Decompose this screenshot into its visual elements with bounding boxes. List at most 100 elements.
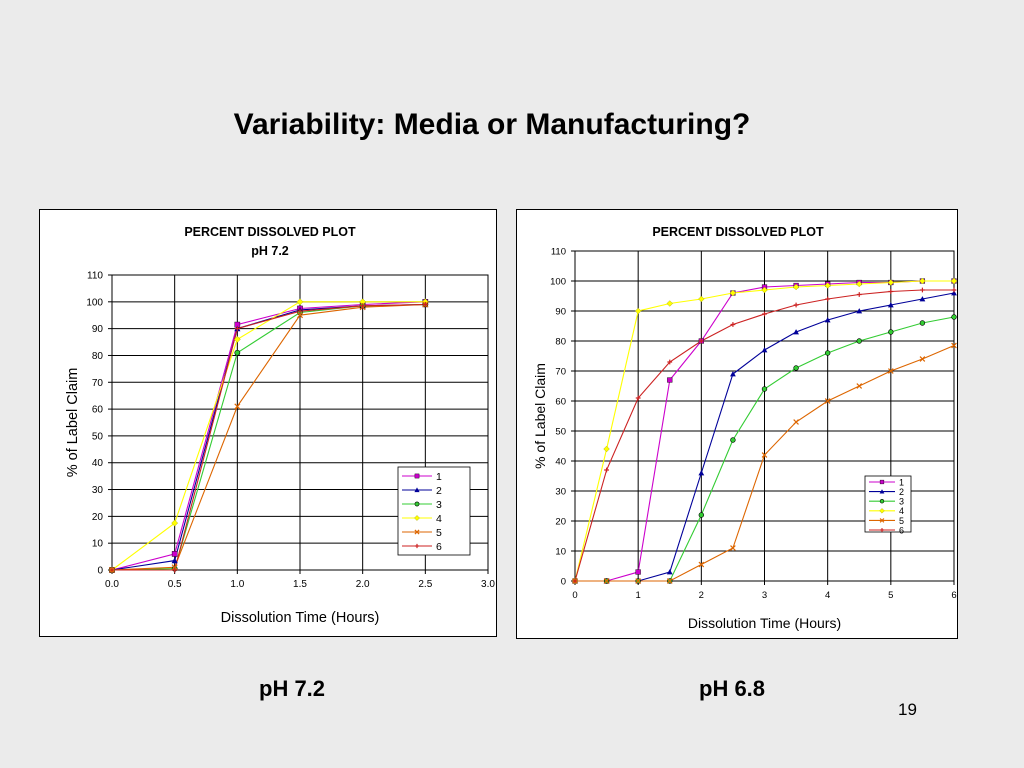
chart1-x-tick-label: 1.0 — [230, 579, 244, 590]
chart2-series-4-point — [887, 279, 895, 286]
chart1-legend-6-marker — [414, 543, 420, 549]
slide-title: Variability: Media or Manufacturing? — [233, 108, 751, 141]
chart1-y-tick-label: 70 — [92, 378, 104, 389]
chart2-legend-6-marker — [880, 528, 884, 532]
chart1-y-tick-label: 50 — [92, 431, 104, 442]
chart2-y-tick-label: 40 — [555, 457, 566, 468]
chart1-chart-subtitle: pH 7.2 — [251, 244, 289, 258]
chart2-x-axis-label: Dissolution Time (Hours) — [688, 615, 841, 631]
chart1-series-5-point — [171, 564, 178, 571]
chart2-legend-3-label: 3 — [899, 497, 904, 507]
chart1-series-5-point — [296, 312, 304, 319]
chart2-series-3-point — [919, 320, 926, 326]
chart1-y-tick-label: 40 — [92, 458, 104, 469]
chart1-legend-3-label: 3 — [436, 499, 442, 511]
chart1-series-6-point — [172, 567, 178, 573]
chart1-x-tick-label: 0.5 — [168, 579, 182, 590]
chart1-y-tick-label: 0 — [97, 566, 103, 577]
chart1-legend-4-marker — [414, 515, 420, 521]
chart2-series-4-point — [666, 300, 673, 307]
chart2-series-1-point — [635, 569, 641, 575]
chart1-legend-2-label: 2 — [436, 485, 442, 497]
chart-ph-7-2-canvas: PERCENT DISSOLVED PLOT pH 7.2 0.0 0.5 1.0 1.5… — [65, 225, 495, 626]
chart2-y-tick-label: 60 — [555, 397, 566, 408]
chart2-y-tick-label: 50 — [555, 427, 566, 438]
chart2-legend-4-label: 4 — [899, 506, 904, 516]
chart1-legend-1-label: 1 — [436, 471, 442, 483]
chart2-series-4-point — [603, 445, 610, 453]
chart2-series-6-point — [604, 467, 609, 473]
chart1-series-5-line — [111, 303, 426, 571]
chart2-series-6-point — [667, 359, 673, 365]
chart2-legend-2-marker — [879, 489, 885, 494]
chart2-y-tick-label: 20 — [555, 517, 566, 528]
chart2-series-4-point — [919, 277, 926, 285]
chart2-series-4-point — [856, 280, 863, 288]
caption-left: pH 7.2 — [259, 676, 326, 701]
chart1-legend-box — [397, 466, 471, 556]
chart2-series-4-point — [950, 277, 958, 285]
chart1-y-axis-label: % of Label Claim — [65, 368, 81, 478]
chart1-series-4-point — [171, 519, 179, 527]
chart2-series-2-point — [793, 329, 799, 335]
page-number: 19 — [898, 700, 917, 719]
chart2-x-tick-label: 4 — [825, 590, 830, 601]
chart2-series-2-point — [666, 569, 673, 575]
chart2-chart-title: PERCENT DISSOLVED PLOT — [652, 225, 824, 239]
chart2-series-5-point — [730, 545, 736, 551]
chart2-series-2-point — [919, 296, 926, 302]
chart2-y-tick-label: 110 — [551, 247, 566, 258]
chart2-series-6-point — [951, 287, 957, 293]
chart2-series-3-point — [856, 338, 862, 344]
chart1-series-6-point — [360, 303, 366, 309]
chart1-legend-1-marker — [414, 473, 420, 479]
chart2-series-3-point — [793, 365, 799, 371]
chart2-series-5-point — [919, 356, 926, 362]
chart1-x-tick-label: 2.0 — [356, 579, 370, 590]
chart1-x-axis-label: Dissolution Time (Hours) — [221, 610, 380, 626]
chart2-series-4-point — [761, 286, 768, 294]
chart1-series-5-point — [234, 403, 241, 410]
chart2-legend-1-marker — [879, 479, 885, 485]
chart2-series-4-point — [824, 282, 831, 289]
chart1-x-tick-label: 0.0 — [105, 579, 119, 590]
chart2-series-2-point — [887, 302, 894, 308]
chart2-series-3-point — [761, 386, 768, 392]
chart1-y-tick-label: 110 — [87, 271, 103, 282]
chart2-y-tick-label: 30 — [555, 487, 566, 498]
chart2-legend-5-marker — [879, 518, 885, 523]
chart1-series-3-point — [234, 349, 241, 356]
chart1-legend-6-label: 6 — [436, 541, 442, 553]
chart1-y-tick-label: 30 — [92, 485, 104, 496]
chart2-series-6-point — [730, 322, 736, 327]
chart1-series-2-point — [171, 557, 178, 564]
chart2-x-tick-label: 2 — [699, 590, 704, 601]
chart2-x-tick-label: 6 — [951, 590, 956, 601]
chart2-series-2-point — [761, 347, 768, 353]
chart2-series-6-point — [762, 311, 767, 317]
chart1-legend-4-label: 4 — [436, 513, 442, 525]
chart2-series-5-point — [951, 342, 957, 349]
chart2-series-5-point — [635, 578, 641, 584]
chart2-series-4-point — [698, 295, 705, 303]
chart2-y-tick-label: 70 — [555, 367, 566, 378]
chart2-legend-4-marker — [879, 508, 885, 514]
chart2-series-6-point — [856, 292, 862, 297]
chart1-legend-5-marker — [414, 529, 420, 535]
chart2-y-tick-label: 100 — [550, 277, 566, 288]
chart2-series-2-point — [951, 290, 957, 296]
chart2-y-axis-label: % of Label Claim — [532, 363, 548, 469]
chart2-series-6-point — [888, 289, 894, 294]
chart2-y-tick-label: 80 — [555, 337, 566, 348]
chart2-series-6-point — [635, 395, 641, 401]
chart2-series-3-point — [698, 512, 705, 518]
chart2-series-3-point — [824, 350, 831, 356]
chart1-x-tick-label: 3.0 — [481, 579, 495, 590]
chart2-series-5-point — [698, 561, 705, 568]
chart2-x-tick-label: 5 — [888, 590, 893, 601]
chart2-y-tick-label: 0 — [561, 577, 566, 588]
chart1-series-6-point — [422, 301, 428, 308]
chart1-y-tick-label: 100 — [86, 297, 103, 308]
chart2-series-4-point — [792, 283, 800, 291]
